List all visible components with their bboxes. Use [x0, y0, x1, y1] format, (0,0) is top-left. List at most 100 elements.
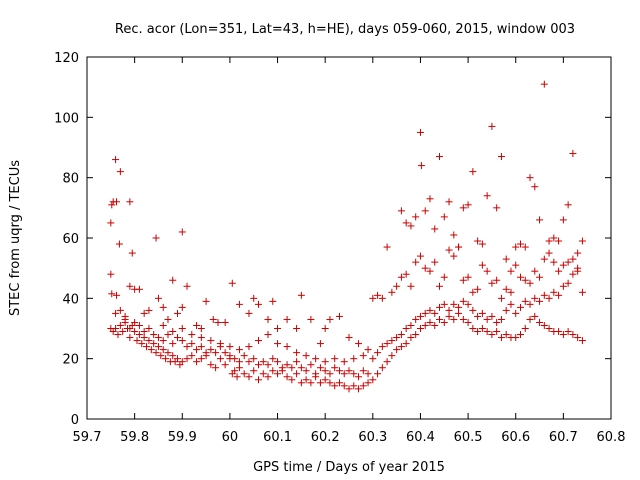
data-point	[145, 306, 153, 314]
data-point	[483, 328, 491, 336]
data-point	[274, 370, 282, 378]
data-point	[174, 355, 182, 363]
data-point	[388, 352, 396, 360]
data-point	[383, 340, 391, 348]
data-point	[340, 382, 348, 390]
y-tick-label: 60	[62, 232, 79, 247]
data-point	[388, 337, 396, 345]
x-tick-label: 59.9	[168, 430, 197, 445]
data-point	[212, 364, 220, 372]
data-point	[259, 358, 267, 366]
data-point	[340, 370, 348, 378]
data-point	[516, 303, 524, 311]
data-point	[397, 207, 405, 215]
data-point	[188, 331, 196, 339]
x-tick-label: 60.7	[549, 430, 578, 445]
data-point	[174, 309, 182, 317]
data-point	[469, 288, 477, 296]
data-point	[159, 337, 167, 345]
data-point	[436, 303, 444, 311]
y-tick-label: 120	[54, 51, 79, 66]
data-point	[240, 352, 248, 360]
data-point	[574, 249, 582, 257]
data-point	[397, 273, 405, 281]
data-point	[307, 379, 315, 387]
data-point	[245, 309, 253, 317]
data-point	[133, 337, 141, 345]
data-point	[455, 303, 463, 311]
data-point	[116, 168, 124, 176]
data-point	[178, 303, 186, 311]
data-point	[288, 376, 296, 384]
plot-frame	[86, 56, 612, 420]
data-point	[183, 343, 191, 351]
data-point	[393, 334, 401, 342]
data-point	[250, 367, 258, 375]
data-point	[416, 128, 424, 136]
data-point	[478, 261, 486, 269]
data-point	[569, 331, 577, 339]
data-point	[502, 331, 510, 339]
data-point	[193, 358, 201, 366]
data-point	[302, 376, 310, 384]
data-point	[440, 300, 448, 308]
y-tick-label: 80	[62, 172, 79, 187]
data-point	[545, 249, 553, 257]
data-point	[459, 204, 467, 212]
data-point	[235, 300, 243, 308]
data-point	[474, 285, 482, 293]
data-point	[140, 328, 148, 336]
data-point	[193, 346, 201, 354]
x-axis: 59.7 59.8 59.9 60 60.1 60.2 60.3 60.4 60.5 60.6 60…	[73, 57, 625, 445]
data-point	[355, 340, 363, 348]
y-tick-label: 40	[62, 292, 79, 307]
data-point	[507, 267, 515, 275]
data-point	[416, 325, 424, 332]
data-point	[388, 288, 396, 296]
data-point	[402, 325, 410, 332]
data-point	[488, 312, 496, 320]
data-point	[545, 294, 553, 302]
data-point	[459, 315, 467, 323]
data-point	[483, 267, 491, 275]
x-tick-label: 60.3	[358, 430, 387, 445]
data-point	[226, 352, 234, 360]
data-point	[119, 328, 127, 336]
data-point	[578, 288, 586, 296]
data-point	[254, 337, 262, 345]
data-point	[335, 379, 343, 387]
data-point	[188, 340, 196, 348]
data-point	[207, 361, 215, 369]
data-point	[445, 306, 453, 314]
data-point	[559, 331, 567, 339]
data-point	[555, 291, 563, 299]
data-point	[157, 352, 165, 360]
data-point	[559, 261, 567, 269]
x-tick-label: 60.2	[311, 430, 340, 445]
data-point	[197, 343, 205, 351]
data-point	[112, 325, 120, 332]
data-point	[269, 355, 277, 363]
data-point	[564, 279, 572, 287]
data-point	[355, 373, 363, 381]
data-point	[221, 349, 229, 357]
data-point	[297, 379, 305, 387]
data-points	[107, 80, 586, 393]
data-point	[578, 237, 586, 245]
data-point	[245, 343, 253, 351]
data-point	[307, 315, 315, 323]
data-point	[416, 252, 424, 260]
data-point	[445, 198, 453, 206]
data-point	[531, 267, 539, 275]
data-point	[321, 376, 329, 384]
data-point	[216, 340, 224, 348]
data-point	[340, 358, 348, 366]
data-point	[131, 318, 139, 326]
data-point	[254, 376, 262, 384]
data-point	[135, 285, 143, 293]
data-point	[114, 331, 122, 339]
data-point	[559, 282, 567, 290]
y-tick-label: 20	[62, 353, 79, 368]
data-point	[564, 201, 572, 209]
data-point	[359, 382, 367, 390]
